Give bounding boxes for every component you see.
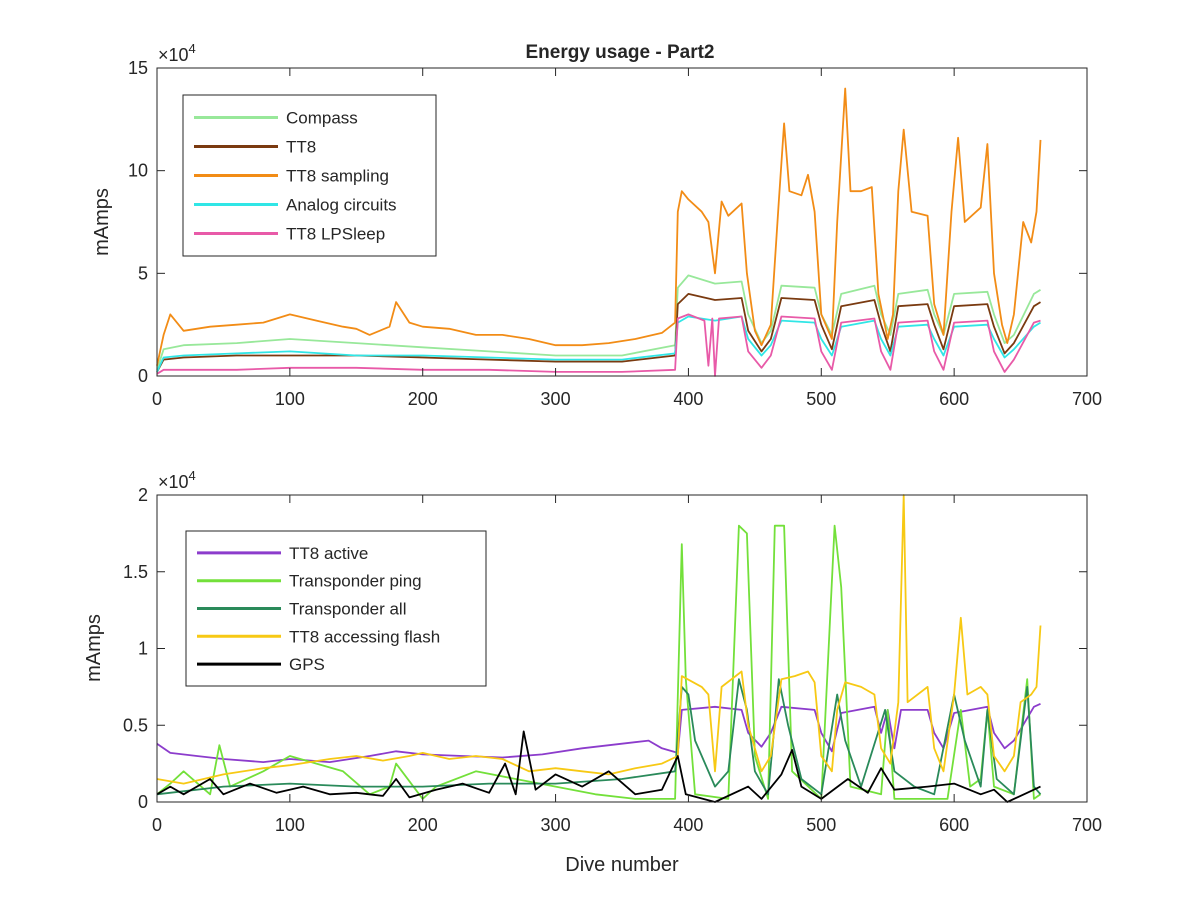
y-tick-label: 15 [128,58,148,78]
y-tick-label: 5 [138,263,148,283]
chart-top: Energy usage - Part2 0 100 200 300 400 500 600… [91,41,1102,409]
series-line-compass [156,274,1041,371]
series-layer [156,494,1042,803]
exponent-base: ×10 [158,45,189,65]
exponent-label: ×104 [158,41,196,65]
y-tick-label: 0 [138,366,148,386]
x-tick-label: 600 [939,389,969,409]
y-axis-label: mAmps [91,188,113,256]
exponent-power: 4 [189,41,196,56]
chart-bottom: 0 100 200 300 400 500 600 700 0 0.5 1 1.5 2 mAmps D… [83,468,1102,876]
x-tick-label: 600 [939,815,969,835]
x-tick-label: 700 [1072,815,1102,835]
x-tick-label: 400 [673,389,703,409]
series-line-gps [156,730,1041,803]
series-line-transponder-all [156,678,1042,796]
x-tick-label: 700 [1072,389,1102,409]
y-tick-label: 1.5 [123,562,148,582]
y-tick-label: 10 [128,161,148,181]
legend-label: TT8 active [289,544,368,563]
series-line-tt8-lpsleep [156,313,1041,377]
x-tick-label: 100 [275,389,305,409]
y-tick-label: 0 [138,792,148,812]
x-tick-label: 300 [541,389,571,409]
legend-label: TT8 [286,138,316,157]
legend: TT8 active Transponder ping Transponder al… [185,530,487,687]
x-tick-label: 200 [408,389,438,409]
legend-label: TT8 sampling [286,167,389,186]
chart-title: Energy usage - Part2 [525,42,714,63]
legend-label: Compass [286,109,358,128]
x-tick-label: 0 [152,389,162,409]
series-line-tt8-sampling [156,87,1042,366]
y-tick-label: 2 [138,485,148,505]
legend: Compass TT8 TT8 sampling Analog circuits TT8… [182,94,437,257]
y-axis: 0 5 10 15 [128,58,1087,386]
exponent-base: ×10 [158,472,189,492]
legend-label: TT8 accessing flash [289,627,440,646]
x-tick-label: 500 [806,389,836,409]
x-tick-label: 300 [541,815,571,835]
x-axis: 0 100 200 300 400 500 600 700 [152,495,1102,835]
legend-label: Analog circuits [286,196,397,215]
series-line-tt8-accessing-flash [156,494,1042,785]
x-axis-label: Dive number [565,854,679,876]
series-line-tt8 [156,293,1041,373]
exponent-power: 4 [189,468,196,483]
legend-label: Transponder ping [289,572,422,591]
x-tick-label: 400 [673,815,703,835]
y-axis-label: mAmps [83,614,105,682]
x-tick-label: 100 [275,815,305,835]
x-tick-label: 200 [408,815,438,835]
exponent-label: ×104 [158,468,196,492]
series-layer [156,87,1042,377]
series-line-transponder-ping [156,524,1042,800]
plot-frame [156,67,1088,377]
y-tick-label: 1 [138,639,148,659]
x-axis: 0 100 200 300 400 500 600 700 [152,68,1102,409]
legend-label: GPS [289,655,325,674]
legend-label: Transponder all [289,600,407,619]
y-axis: 0 0.5 1 1.5 2 [123,485,1087,812]
x-tick-label: 0 [152,815,162,835]
y-tick-label: 0.5 [123,715,148,735]
legend-label: TT8 LPSleep [286,225,385,244]
x-tick-label: 500 [806,815,836,835]
